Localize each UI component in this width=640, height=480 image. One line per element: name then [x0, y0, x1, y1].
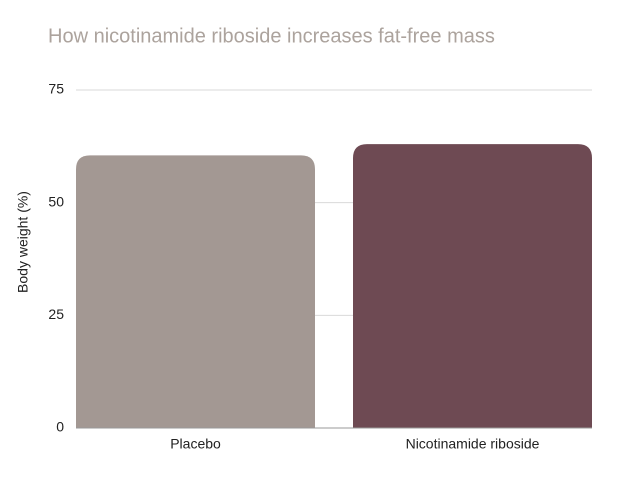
chart-title: How nicotinamide riboside increases fat-… [48, 25, 495, 47]
y-tick-label: 75 [48, 81, 64, 97]
x-tick-label: Placebo [170, 436, 221, 452]
y-tick-label: 0 [56, 419, 64, 435]
bar [353, 144, 592, 428]
y-tick-label: 25 [48, 306, 64, 322]
x-tick-label: Nicotinamide riboside [406, 436, 540, 452]
bar [76, 155, 315, 428]
y-axis-label: Body weight (%) [15, 191, 31, 293]
y-tick-label: 50 [48, 193, 64, 209]
